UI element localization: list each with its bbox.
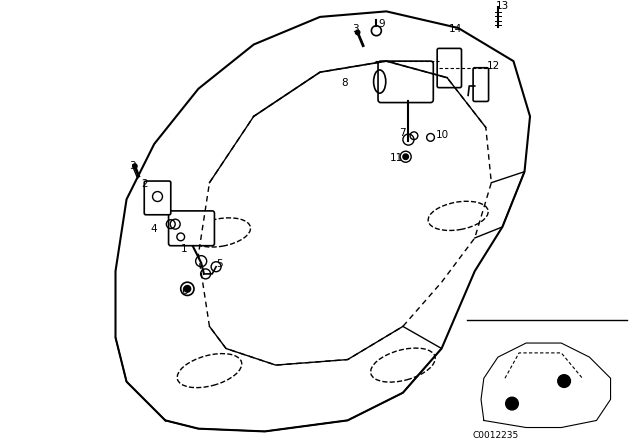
FancyBboxPatch shape xyxy=(378,61,433,103)
Text: 4: 4 xyxy=(151,224,157,234)
Circle shape xyxy=(132,164,137,168)
Text: 9: 9 xyxy=(378,19,385,29)
Circle shape xyxy=(355,30,360,34)
FancyBboxPatch shape xyxy=(168,211,214,246)
Text: 2: 2 xyxy=(141,179,148,189)
Circle shape xyxy=(558,375,570,388)
Text: 5: 5 xyxy=(216,258,223,269)
FancyBboxPatch shape xyxy=(473,68,488,101)
Circle shape xyxy=(403,154,408,159)
Text: 3: 3 xyxy=(353,24,359,34)
Text: 6: 6 xyxy=(181,286,188,296)
Text: 11: 11 xyxy=(390,153,403,163)
Text: 14: 14 xyxy=(449,24,462,34)
Text: 7: 7 xyxy=(399,128,406,138)
Text: 10: 10 xyxy=(436,130,449,141)
Text: 3: 3 xyxy=(129,161,136,171)
Text: 8: 8 xyxy=(342,78,348,88)
Text: 13: 13 xyxy=(496,0,509,11)
Text: 1: 1 xyxy=(181,244,188,254)
Circle shape xyxy=(506,397,518,410)
Circle shape xyxy=(184,285,191,292)
Text: 12: 12 xyxy=(487,61,500,71)
FancyBboxPatch shape xyxy=(144,181,171,215)
Text: C0012235: C0012235 xyxy=(472,431,519,440)
FancyBboxPatch shape xyxy=(437,48,461,88)
